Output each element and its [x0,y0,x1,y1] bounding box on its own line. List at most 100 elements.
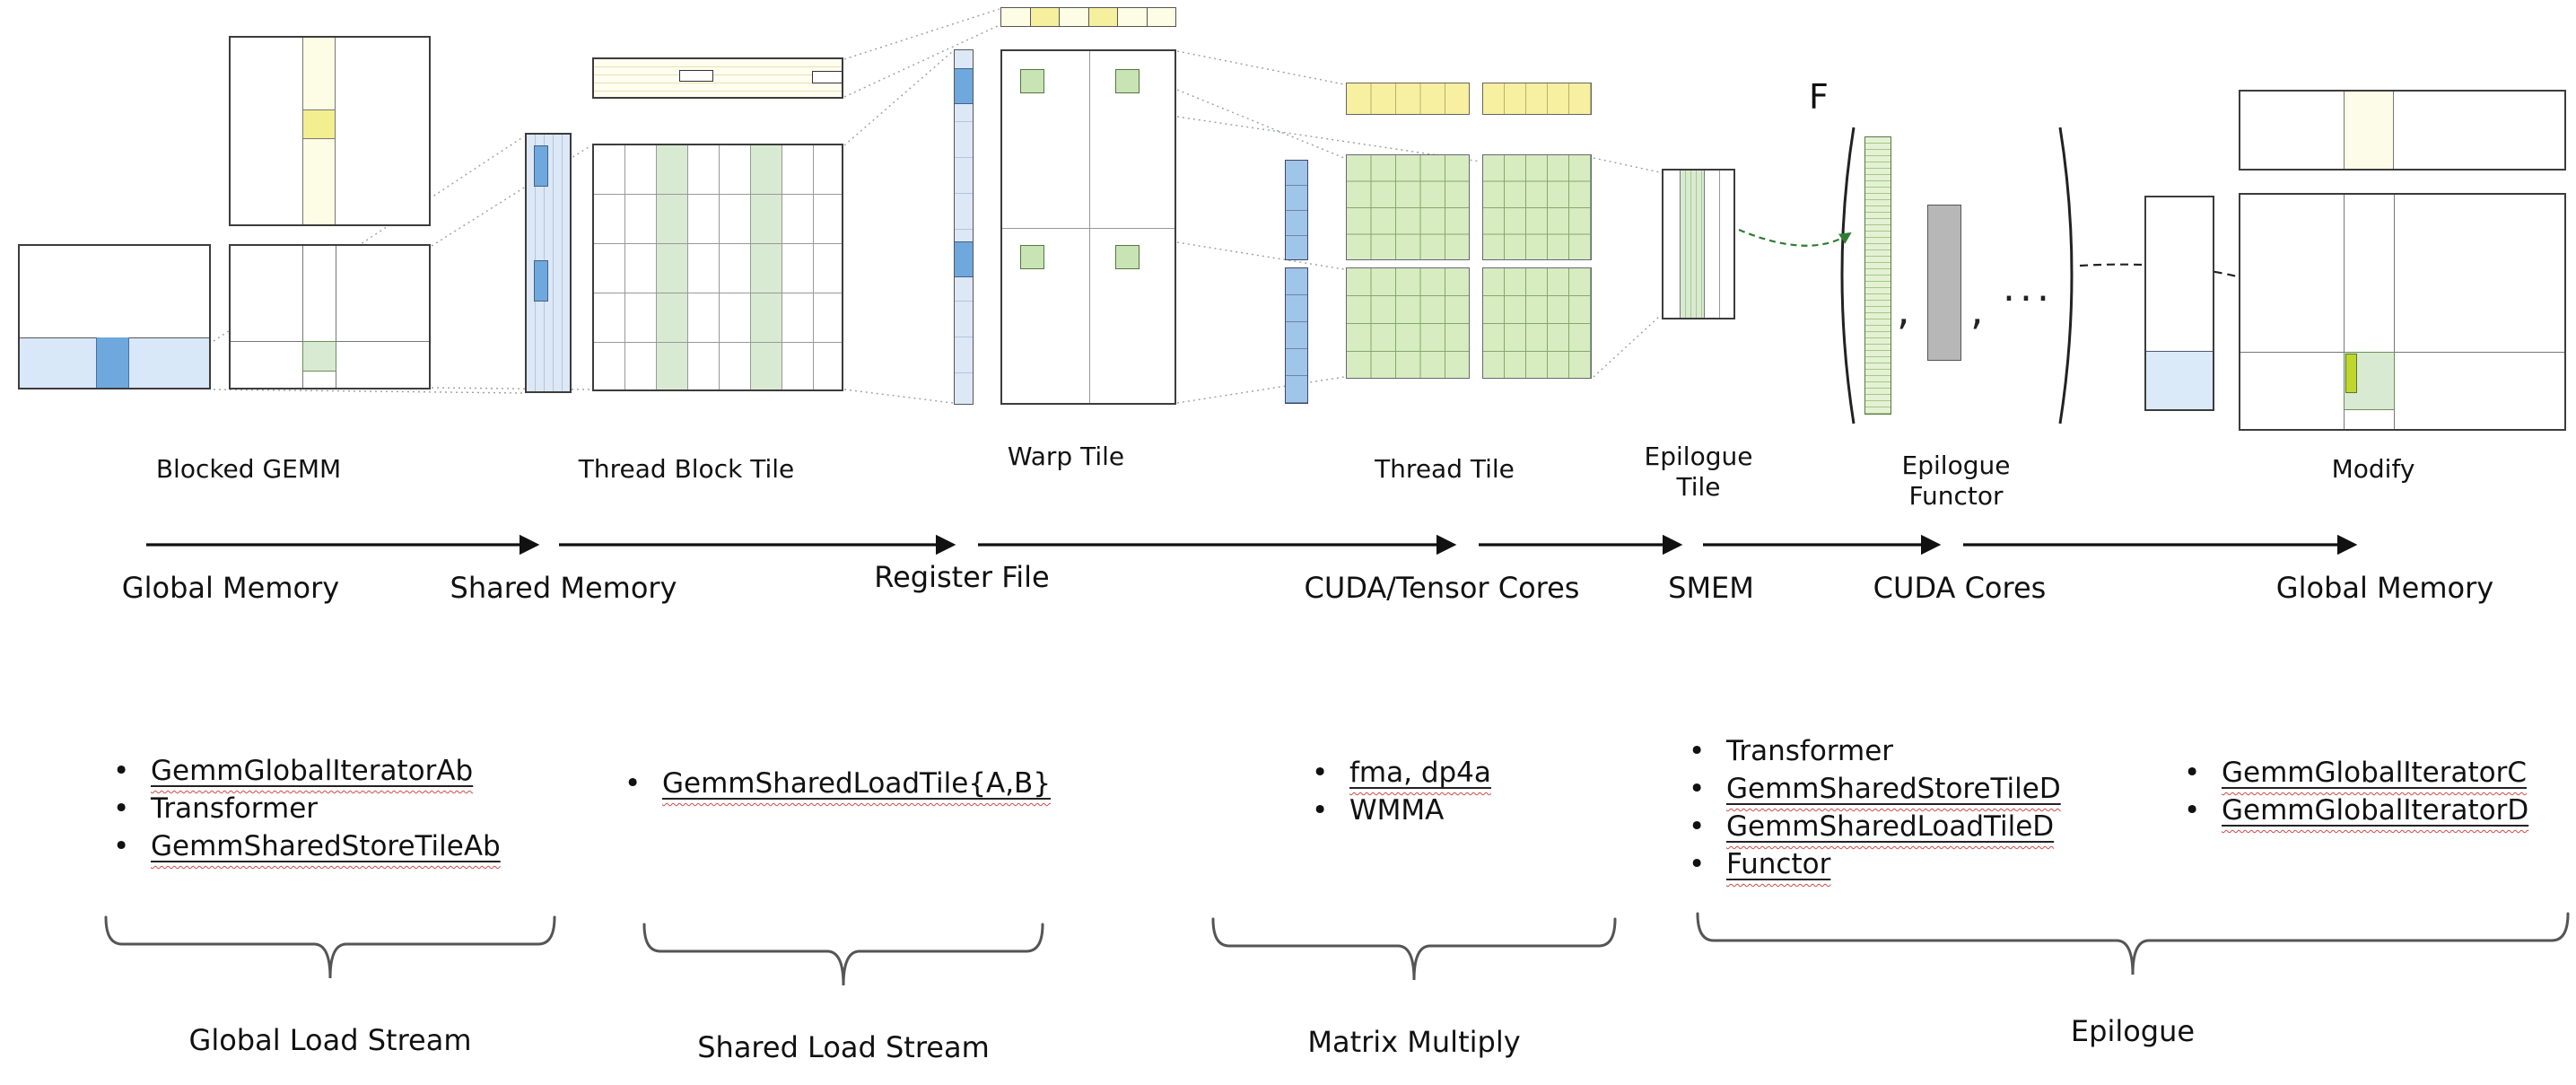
memory-label-smem: SMEM [1668,571,1754,605]
stream-label-matrix-multiply: Matrix Multiply [1307,1025,1521,1059]
bullet-icon [1685,848,1726,880]
thread-tile-accumulator-grid [1346,154,1470,260]
stage-label-epilogue-functor-2: Functor [1908,481,2004,511]
functor-comma-1: , [1897,285,1910,334]
bullet-icon [109,755,151,787]
component-list-shared-load: GemmSharedLoadTile{A,B} [621,765,1051,802]
memory-label-global-memory-2: Global Memory [2275,571,2494,605]
epilogue-tile-column [1680,171,1705,318]
list-item: Transformer [1685,732,2061,770]
bullet-icon [1685,773,1726,805]
a-strip-fragment [955,241,973,277]
stage-label-epilogue-tile-1: Epilogue [1644,442,1753,471]
list-item: WMMA [1308,792,1491,829]
modify-matrix-a-partial [2144,196,2214,411]
grid-line [2344,195,2345,429]
list-item: GemmGlobalIteratorC [2180,754,2528,792]
stage-label-thread-block-tile: Thread Block Tile [578,454,795,484]
a-strip-fragment [534,145,548,187]
thread-b-fragment-strip [1482,83,1592,115]
thread-tile-accumulator-grid [1482,154,1592,260]
stage-label-epilogue-functor-1: Epilogue [1901,451,2011,480]
functor-source-operand-bar [1927,205,1961,361]
strip-cell [1147,8,1175,26]
thread-tile-accumulator-grid [1482,267,1592,379]
grid-line [1089,51,1090,403]
accumulator-column-band [657,145,688,389]
epilogue-tile-box [1662,169,1735,319]
grid-line [1719,171,1720,318]
warp-fragment [1020,245,1044,269]
stage-label-modify: Modify [2331,454,2415,484]
matrix-b-active-block [302,109,336,139]
group-braces [104,912,2570,986]
functor-comma-2: , [1970,285,1984,334]
thread-tile-accumulator-grid [1346,267,1470,379]
strip-cell [1030,8,1060,26]
stream-label-global-load: Global Load Stream [188,1023,472,1057]
a-strip-fragment [955,68,973,104]
bullet-icon [2180,757,2222,789]
warp-accumulator-strip [1000,7,1176,27]
memory-label-cuda-tensor-cores: CUDA/Tensor Cores [1304,571,1580,605]
blocked-gemm-matrix-a [18,244,211,389]
stage-label-thread-tile: Thread Tile [1375,454,1515,484]
component-list-global-load: GemmGlobalIteratorAb Transformer GemmSha… [109,752,501,865]
b-strip-fragment [679,70,713,82]
grid-line [2394,195,2395,429]
memory-label-global-memory-1: Global Memory [121,571,340,605]
modify-written-fragment [2345,354,2357,393]
b-strip-fragment [812,71,843,83]
matrix-b-column-band [2344,92,2394,169]
bullet-icon [1308,757,1349,789]
stream-label-shared-load: Shared Load Stream [697,1030,990,1064]
component-list-epilogue-right: GemmGlobalIteratorC GemmGlobalIteratorD [2180,754,2528,829]
list-item: GemmSharedLoadTile{A,B} [621,765,1051,802]
bullet-icon [1308,794,1349,827]
component-list-matrix-multiply: fma, dp4a WMMA [1308,754,1491,829]
functor-accumulator-strip [1864,136,1891,415]
epilogue-flow-arrow [1738,228,1852,247]
warp-tile-grid [1000,49,1176,405]
warp-a-strip [954,49,974,405]
blocked-gemm-matrix-c [229,244,431,389]
list-item: GemmGlobalIteratorAb [109,752,501,790]
list-item: GemmGlobalIteratorD [2180,792,2528,829]
strip-cell [1088,8,1118,26]
list-item: Transformer [109,790,501,827]
matrix-c-active-block [302,341,336,372]
stage-label-epilogue-tile-2: Tile [1676,472,1721,502]
brace-shared-load-stream [642,923,1044,986]
a-strip-fragment [534,260,548,302]
accumulator-column-band [751,145,782,389]
warp-fragment [1115,69,1140,93]
list-item: GemmSharedStoreTileAb [109,827,501,865]
grid-line [302,246,303,388]
stage-label-blocked-gemm: Blocked GEMM [155,454,342,484]
bullet-icon [1685,810,1726,843]
memory-label-shared-memory: Shared Memory [450,571,677,605]
thread-block-tile-grid [592,144,843,391]
stage-label-warp-tile: Warp Tile [1007,442,1125,471]
warp-fragment [1115,245,1140,269]
brace-global-load-stream [104,915,556,979]
grid-lines [594,145,842,389]
thread-block-a-strip [525,133,572,393]
bullet-icon [2180,794,2222,827]
functor-f-symbol: F [1809,77,1829,117]
memory-label-register-file: Register File [874,560,1050,594]
bullet-icon [1685,735,1726,767]
warp-fragment [1020,69,1044,93]
list-item: GemmSharedStoreTileD [1685,770,2061,808]
strip-cell [1118,8,1148,26]
thread-a-fragment-strip [1285,267,1308,404]
thread-block-b-strip [592,57,843,99]
bullet-icon [109,792,151,825]
strip-cell [1001,8,1031,26]
blocked-gemm-matrix-b [229,36,431,226]
grid-line [2240,352,2564,353]
modify-matrix-c [2239,193,2566,431]
brace-epilogue [1696,912,2570,976]
matrix-a-active-block [96,337,129,388]
